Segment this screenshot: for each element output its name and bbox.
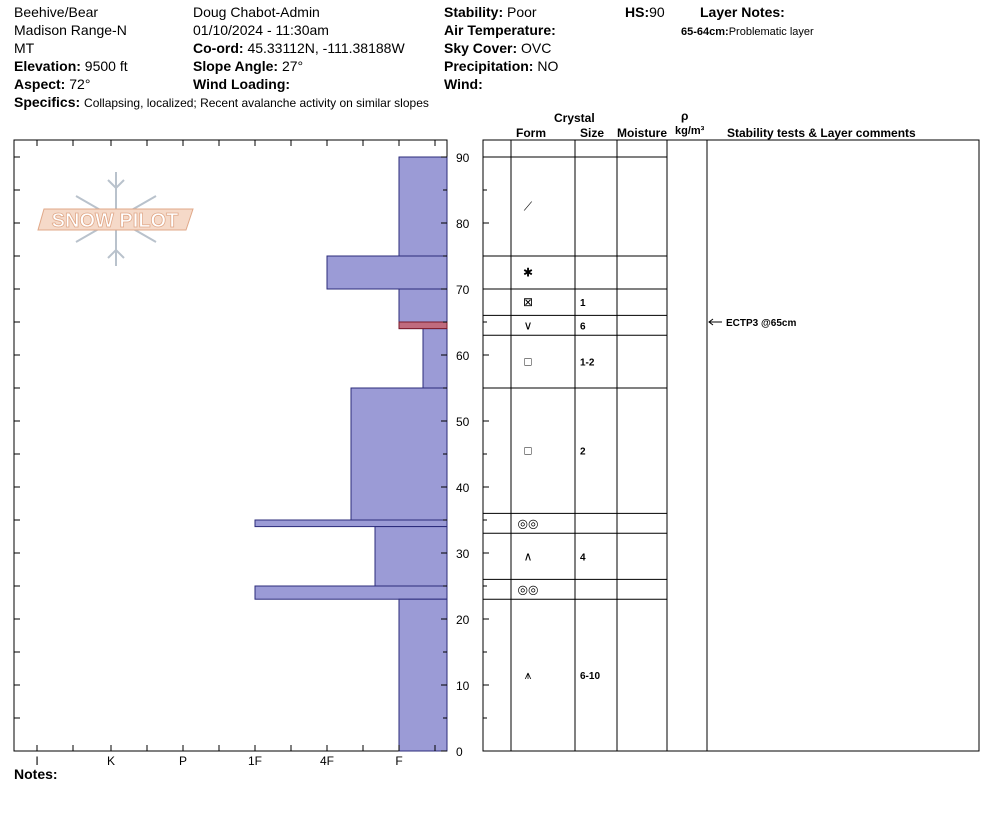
depth-label-20: 20 xyxy=(456,613,470,627)
moisture-header: Moisture xyxy=(617,126,668,140)
test-result-label: ECTP3 @65cm xyxy=(726,318,796,329)
depth-label-0: 0 xyxy=(456,745,463,759)
grain-form-6: ◎◎ xyxy=(518,516,539,530)
observer: Doug Chabot-Admin xyxy=(193,4,320,20)
layer-rows: ⟋ ✱ ⊠ 1 ∨ 6 □ 1-2 □ 2 ◎◎ ∧ 4 ◎◎ ⩚ 6-10 xyxy=(483,156,667,682)
layer-notes-label: Layer Notes: xyxy=(700,4,785,20)
depth-label-50: 50 xyxy=(456,415,470,429)
depth-label-80: 80 xyxy=(456,217,470,231)
grain-form-2: ⊠ xyxy=(523,295,533,309)
grain-form-3: ∨ xyxy=(524,318,533,332)
wind: Wind: xyxy=(444,76,483,92)
air-temperature: Air Temperature: xyxy=(444,22,556,38)
hardness-label-I: I xyxy=(35,754,38,768)
hardness-bar-1 xyxy=(326,255,448,290)
snowpilot-logo: SNOW PILOT xyxy=(37,172,194,266)
grain-form-5: □ xyxy=(524,444,531,458)
grain-size-9: 6-10 xyxy=(580,671,600,682)
datetime: 01/10/2024 - 11:30am xyxy=(193,22,329,38)
grain-form-1: ✱ xyxy=(523,266,533,280)
hardness-label-P: P xyxy=(179,754,187,768)
hardness-bar-5 xyxy=(254,519,448,528)
specifics: Specifics: Collapsing, localized; Recent… xyxy=(14,94,429,110)
depth-label-90: 90 xyxy=(456,151,470,165)
rho-header: ρ xyxy=(681,109,689,123)
grain-size-2: 1 xyxy=(580,298,586,309)
grain-size-4: 1-2 xyxy=(580,358,595,369)
test-results: ECTP3 @65cm xyxy=(708,318,796,329)
hardness-frame-ticks xyxy=(14,140,436,752)
grain-size-3: 6 xyxy=(580,321,586,332)
hardness-bar-0 xyxy=(398,156,448,257)
aspect: Aspect: 72° xyxy=(14,76,91,92)
hardness-label-F: F xyxy=(395,754,402,768)
location-name: Beehive/Bear xyxy=(14,4,99,20)
coordinates: Co-ord: 45.33112N, -111.38188W xyxy=(193,40,405,56)
depth-label-60: 60 xyxy=(456,349,470,363)
grain-form-8: ◎◎ xyxy=(518,582,539,596)
size-header: Size xyxy=(580,126,605,140)
precipitation: Precipitation: NO xyxy=(444,58,559,74)
hardness-label-K: K xyxy=(107,754,115,768)
snowpilot-logo-text: SNOW PILOT xyxy=(52,210,179,232)
stability-tests-header: Stability tests & Layer comments xyxy=(727,126,916,140)
grain-size-7: 4 xyxy=(580,552,586,563)
grain-form-0: ⟋ xyxy=(524,200,533,214)
hardness-bar-3 xyxy=(422,328,448,389)
depth-label-10: 10 xyxy=(456,679,470,693)
density-unit-header: kg/m³ xyxy=(675,125,705,137)
hardness-label-1F: 1F xyxy=(248,754,262,768)
depth-axis: 0 10 20 30 40 50 60 70 80 90 xyxy=(441,151,489,759)
stability: Stability: Poor xyxy=(444,4,537,20)
grain-form-9: ⩚ xyxy=(525,668,532,682)
sky-cover: Sky Cover: OVC xyxy=(444,40,552,56)
range-name: Madison Range-N xyxy=(14,22,127,38)
slope-angle: Slope Angle: 27° xyxy=(193,58,304,74)
hardness-bar-6 xyxy=(374,526,448,587)
problem-layer-band xyxy=(398,321,448,330)
layer-table-columns xyxy=(510,140,708,751)
wind-loading: Wind Loading: xyxy=(193,76,291,92)
elevation: Elevation: 9500 ft xyxy=(14,58,128,74)
grain-form-7: ∧ xyxy=(524,549,533,563)
form-header: Form xyxy=(516,126,546,140)
hardness-bar-4 xyxy=(350,387,448,521)
crystal-header: Crystal xyxy=(554,111,595,125)
grain-form-4: □ xyxy=(524,355,531,369)
depth-label-40: 40 xyxy=(456,481,470,495)
hardness-bar-8 xyxy=(398,598,448,752)
depth-label-70: 70 xyxy=(456,283,470,297)
state-name: MT xyxy=(14,40,35,56)
snow-height: HS:90 xyxy=(625,4,665,20)
layer-table-frame xyxy=(482,139,980,752)
depth-label-30: 30 xyxy=(456,547,470,561)
hardness-bars xyxy=(254,156,448,752)
hardness-axis: I K P 1F 4F F xyxy=(35,754,402,768)
layer-note: 65-64cm:Problematic layer xyxy=(681,26,814,38)
hardness-bar-7 xyxy=(254,585,448,600)
notes-label: Notes: xyxy=(14,766,58,782)
grain-size-5: 2 xyxy=(580,447,586,458)
test-arrow-head xyxy=(708,318,714,326)
hardness-label-4F: 4F xyxy=(320,754,334,768)
